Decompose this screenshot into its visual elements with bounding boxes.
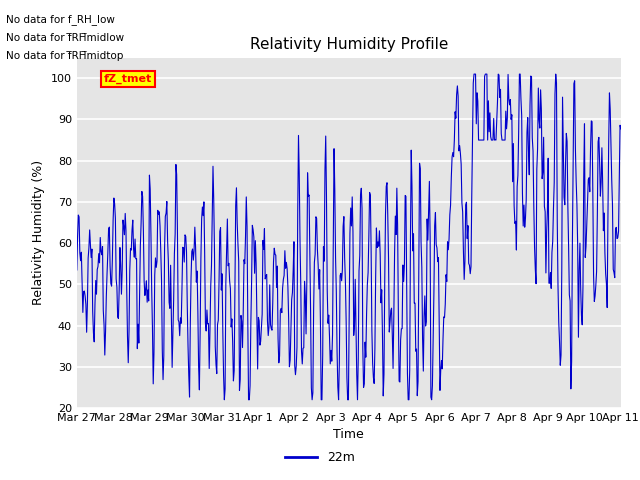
Text: No data for f̅RH̅midtop: No data for f̅RH̅midtop <box>6 51 124 61</box>
X-axis label: Time: Time <box>333 429 364 442</box>
Text: No data for f̅RH̅midlow: No data for f̅RH̅midlow <box>6 33 125 43</box>
Text: fZ_tmet: fZ_tmet <box>104 74 152 84</box>
Title: Relativity Humidity Profile: Relativity Humidity Profile <box>250 37 448 52</box>
Legend: 22m: 22m <box>280 446 360 469</box>
Text: No data for f_RH_low: No data for f_RH_low <box>6 14 115 25</box>
Y-axis label: Relativity Humidity (%): Relativity Humidity (%) <box>33 160 45 305</box>
